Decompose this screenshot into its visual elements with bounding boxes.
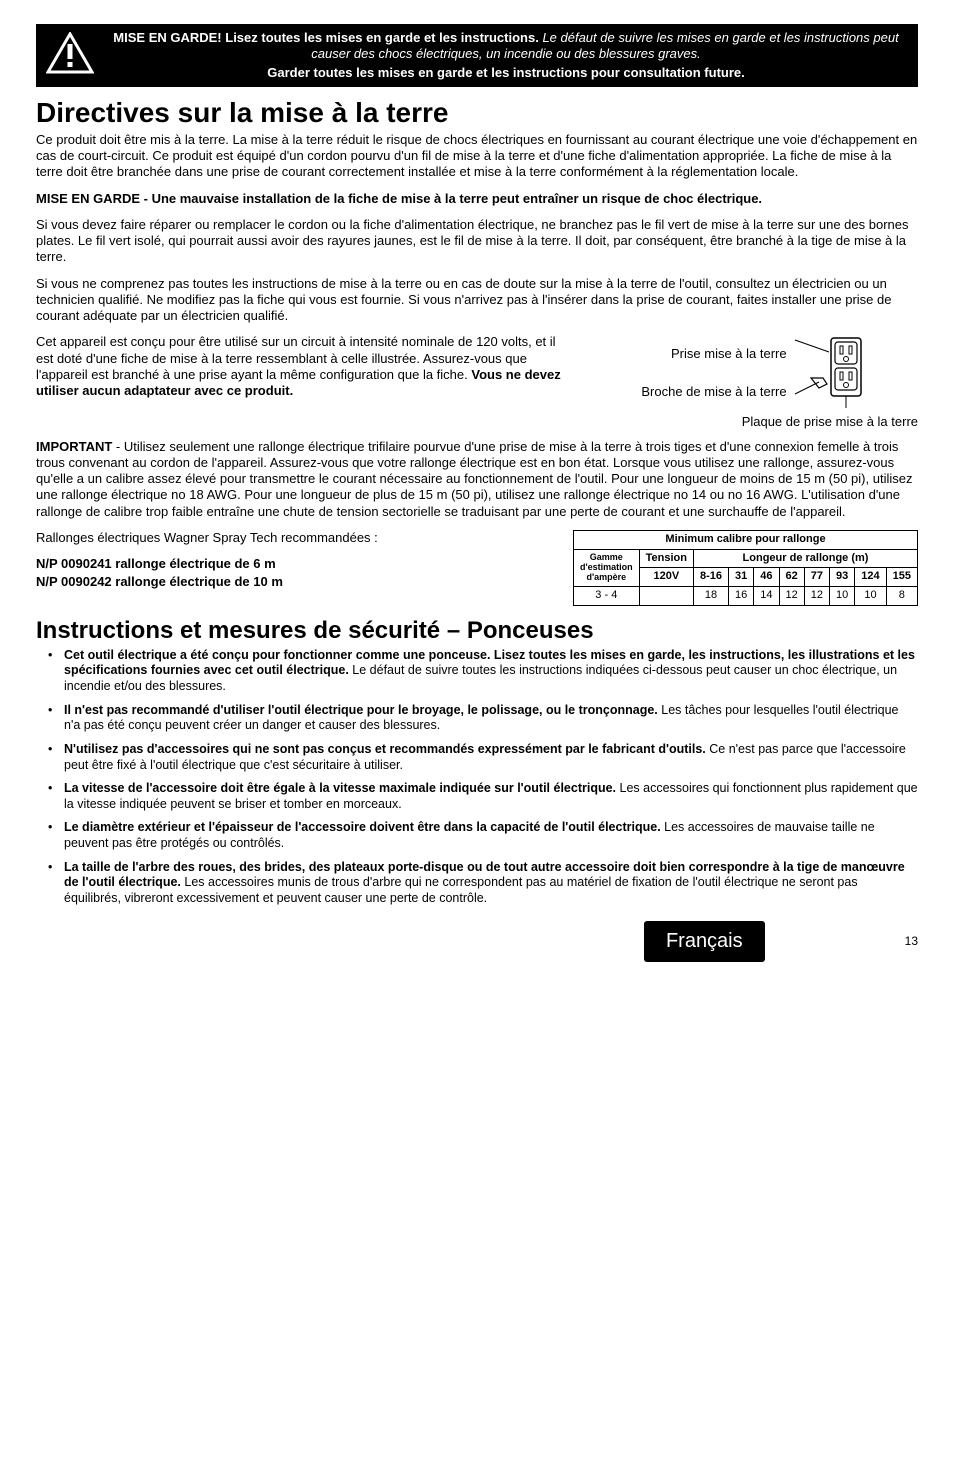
outlet-label-1: Prise mise à la terre <box>641 346 786 362</box>
paragraph-4: Cet appareil est conçu pour être utilisé… <box>36 334 568 399</box>
table-col: 31 <box>729 568 754 587</box>
warning-subheading: MISE EN GARDE - Une mauvaise installatio… <box>36 191 918 207</box>
table-120v: 120V <box>639 568 693 587</box>
table-cell: 10 <box>855 587 886 606</box>
table-col: 93 <box>830 568 855 587</box>
table-col1b: d'estimation <box>580 562 633 572</box>
table-title: Minimum calibre pour rallonge <box>573 530 917 549</box>
page-number: 13 <box>905 934 918 949</box>
list-item: La vitesse de l'accessoire doit être éga… <box>64 781 918 812</box>
outlet-label-2: Broche de mise à la terre <box>641 384 786 400</box>
table-cell: 14 <box>754 587 779 606</box>
intro-paragraph: Ce produit doit être mis à la terre. La … <box>36 132 918 181</box>
warning-heading: MISE EN GARDE! Lisez toutes les mises en… <box>113 30 539 45</box>
important-paragraph: IMPORTANT - Utilisez seulement une rallo… <box>36 439 918 520</box>
table-tension: Tension <box>639 549 693 568</box>
outlet-label-3: Plaque de prise mise à la terre <box>742 414 918 430</box>
table-cell: 18 <box>694 587 729 606</box>
table-col: 46 <box>754 568 779 587</box>
table-col: 77 <box>804 568 829 587</box>
warning-text: MISE EN GARDE! Lisez toutes les mises en… <box>104 30 908 81</box>
outlet-diagram: Prise mise à la terre Broche de mise à l… <box>588 334 918 430</box>
list-item: Le diamètre extérieur et l'épaisseur de … <box>64 820 918 851</box>
table-col: 124 <box>855 568 886 587</box>
list-item: Il n'est pas recommandé d'utiliser l'out… <box>64 703 918 734</box>
list-item: N'utilisez pas d'accessoires qui ne sont… <box>64 742 918 773</box>
table-cell: 16 <box>729 587 754 606</box>
warning-triangle-icon <box>46 32 94 78</box>
table-longeur: Longeur de rallonge (m) <box>694 549 918 568</box>
table-col: 62 <box>779 568 804 587</box>
language-badge: Français <box>644 921 765 962</box>
table-cell: 10 <box>830 587 855 606</box>
table-cell: 8 <box>886 587 917 606</box>
safety-list: Cet outil électrique a été conçu pour fo… <box>36 648 918 907</box>
paragraph-3: Si vous ne comprenez pas toutes les inst… <box>36 276 918 325</box>
warning-header: MISE EN GARDE! Lisez toutes les mises en… <box>36 24 918 87</box>
important-rest: - Utilisez seulement une rallonge électr… <box>36 439 912 519</box>
table-col1a: Gamme <box>590 552 623 562</box>
important-lead: IMPORTANT <box>36 439 112 454</box>
table-cell: 12 <box>804 587 829 606</box>
paragraph-2: Si vous devez faire réparer ou remplacer… <box>36 217 918 266</box>
outlet-icon <box>793 334 865 412</box>
list-item: La taille de l'arbre des roues, des brid… <box>64 860 918 907</box>
table-col1c: d'ampère <box>586 572 626 582</box>
section-title: Instructions et mesures de sécurité – Po… <box>36 616 918 646</box>
table-cell: 12 <box>779 587 804 606</box>
page-title: Directives sur la mise à la terre <box>36 95 918 130</box>
gauge-table: Minimum calibre pour rallonge Gamme d'es… <box>573 530 918 606</box>
list-item: Cet outil électrique a été conçu pour fo… <box>64 648 918 695</box>
table-col: 8-16 <box>694 568 729 587</box>
table-row-label: 3 - 4 <box>573 587 639 606</box>
table-col: 155 <box>886 568 917 587</box>
warning-sub: Garder toutes les mises en garde et les … <box>104 65 908 81</box>
